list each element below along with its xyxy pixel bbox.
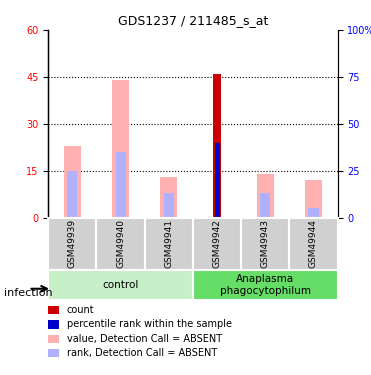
FancyBboxPatch shape <box>96 217 145 270</box>
Text: control: control <box>102 280 139 290</box>
Bar <box>115 152 126 217</box>
FancyBboxPatch shape <box>193 217 241 270</box>
Text: count: count <box>67 305 94 315</box>
FancyBboxPatch shape <box>48 270 193 300</box>
Bar <box>305 180 322 218</box>
Text: GSM49940: GSM49940 <box>116 219 125 268</box>
FancyBboxPatch shape <box>289 217 338 270</box>
Text: rank, Detection Call = ABSENT: rank, Detection Call = ABSENT <box>67 348 217 358</box>
Text: GSM49941: GSM49941 <box>164 219 173 268</box>
Bar <box>257 174 274 217</box>
Bar <box>112 80 129 218</box>
FancyBboxPatch shape <box>48 217 96 270</box>
Bar <box>67 171 78 217</box>
Bar <box>160 177 177 218</box>
Title: GDS1237 / 211485_s_at: GDS1237 / 211485_s_at <box>118 15 268 27</box>
Text: GSM49942: GSM49942 <box>213 219 221 268</box>
Bar <box>213 74 221 217</box>
Bar <box>64 146 81 218</box>
Text: value, Detection Call = ABSENT: value, Detection Call = ABSENT <box>67 334 222 344</box>
Text: GSM49943: GSM49943 <box>261 219 270 268</box>
Bar <box>308 208 319 218</box>
FancyBboxPatch shape <box>241 217 289 270</box>
Bar <box>260 192 270 217</box>
Text: infection: infection <box>4 288 52 297</box>
Bar <box>214 142 220 218</box>
Text: Anaplasma
phagocytophilum: Anaplasma phagocytophilum <box>220 274 311 296</box>
FancyBboxPatch shape <box>145 217 193 270</box>
Text: percentile rank within the sample: percentile rank within the sample <box>67 320 232 329</box>
Text: GSM49939: GSM49939 <box>68 219 77 268</box>
FancyBboxPatch shape <box>193 270 338 300</box>
Bar <box>164 192 174 217</box>
Text: GSM49944: GSM49944 <box>309 219 318 268</box>
